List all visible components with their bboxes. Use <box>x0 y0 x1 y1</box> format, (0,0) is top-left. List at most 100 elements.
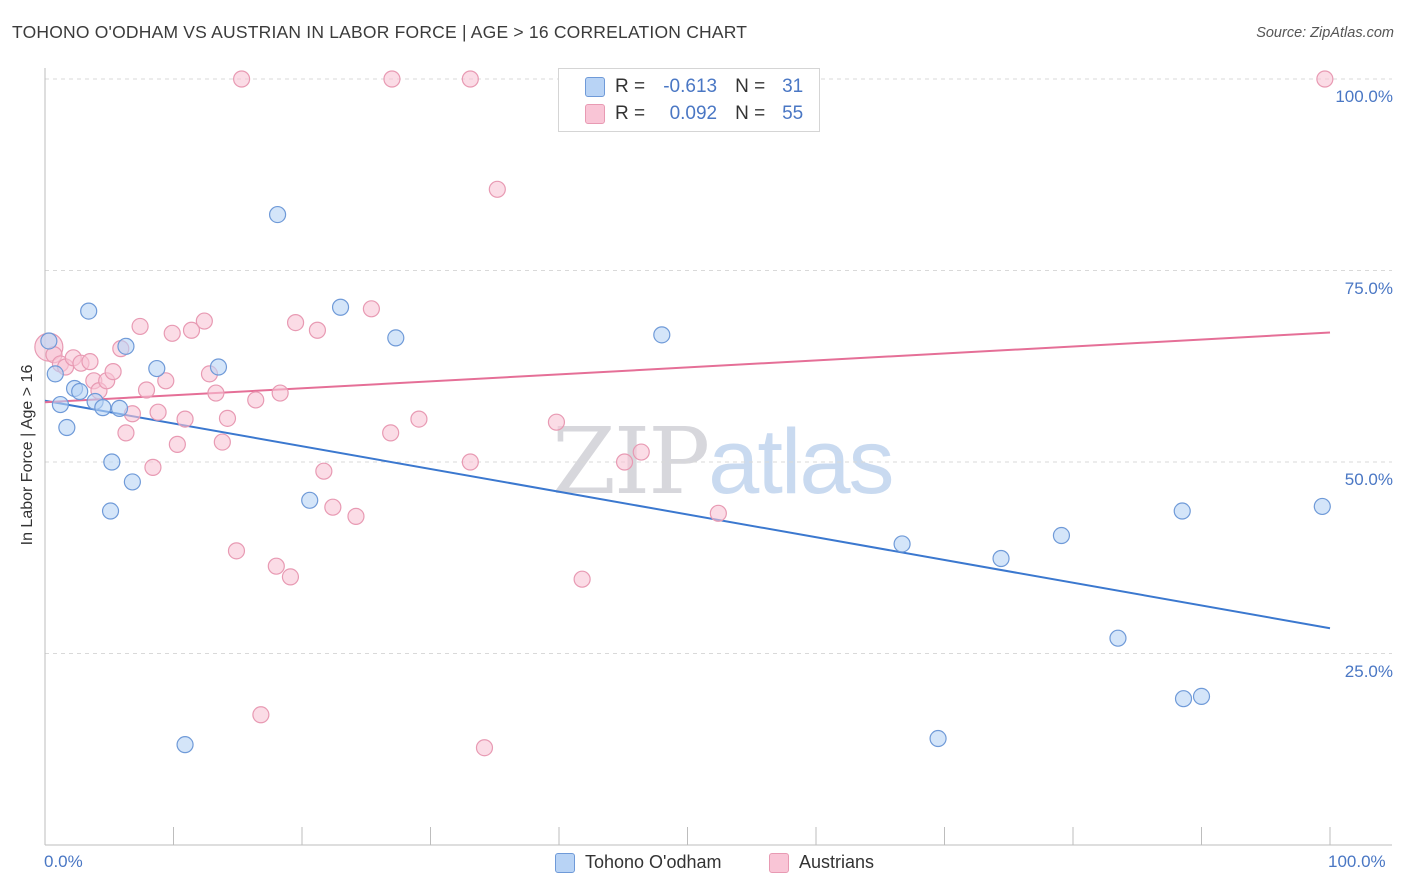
point-austrians <box>324 498 342 516</box>
source-credit: Source: ZipAtlas.com <box>1256 25 1394 41</box>
point-tohono <box>176 736 194 754</box>
point-austrians <box>271 384 289 402</box>
point-austrians <box>461 70 479 88</box>
point-tohono <box>71 382 89 401</box>
point-tohono <box>1313 497 1331 516</box>
point-austrians <box>227 542 246 560</box>
point-austrians <box>213 433 231 451</box>
point-austrians <box>117 424 135 442</box>
point-tohono <box>101 502 120 520</box>
legend-n-value: 31 <box>782 76 804 97</box>
legend-row-tohono: R = -0.613 N = 31 <box>585 75 803 99</box>
point-austrians <box>182 321 201 339</box>
point-austrians <box>168 435 186 453</box>
trend-line-tohono <box>44 399 1331 630</box>
point-austrians <box>383 70 401 88</box>
point-austrians <box>252 706 270 724</box>
point-tohono <box>209 358 228 376</box>
point-austrians <box>163 324 181 342</box>
legend-r-label: R = <box>615 76 646 97</box>
legend-r-value: -0.613 <box>663 76 718 97</box>
point-tohono <box>992 549 1010 568</box>
point-tohono <box>268 205 287 224</box>
point-austrians <box>131 317 149 336</box>
y-tick-label: 25.0% <box>1344 661 1393 681</box>
legend-label-tohono: Tohono O'odham <box>585 852 722 872</box>
point-tohono <box>1192 687 1211 705</box>
point-tohono <box>148 359 166 378</box>
point-austrians <box>488 180 506 198</box>
legend-r-label: R = <box>615 103 646 124</box>
point-austrians <box>281 568 300 586</box>
point-austrians <box>709 504 727 522</box>
legend-r-value: 0.092 <box>669 103 718 124</box>
point-austrians <box>137 381 156 399</box>
x-tick-label-max: 100.0% <box>1328 852 1386 871</box>
point-tohono <box>58 418 76 437</box>
point-tohono <box>110 399 129 417</box>
point-austrians <box>149 403 167 421</box>
legend-row-austrians: R = 0.092 N = 55 <box>585 102 803 126</box>
legend-n-label: N = <box>735 76 766 97</box>
point-austrians <box>461 453 479 471</box>
legend-item-austrians[interactable]: Austrians <box>769 852 874 873</box>
point-austrians <box>247 391 265 409</box>
point-tohono <box>331 298 350 316</box>
point-austrians <box>286 313 305 332</box>
point-austrians <box>157 372 175 390</box>
point-tohono <box>117 337 135 355</box>
point-tohono <box>123 473 141 491</box>
point-austrians <box>308 321 327 339</box>
point-austrians <box>104 363 122 381</box>
point-tohono <box>46 365 64 383</box>
point-austrians <box>573 570 591 588</box>
legend-label-austrians: Austrians <box>799 852 875 872</box>
y-tick-label: 75.0% <box>1344 278 1393 298</box>
point-austrians <box>207 384 225 402</box>
x-tick-label-min: 0.0% <box>44 852 83 871</box>
point-austrians <box>615 453 634 471</box>
point-tohono <box>51 395 70 414</box>
y-tick-label: 50.0% <box>1344 470 1393 489</box>
point-austrians <box>218 409 237 427</box>
point-tohono <box>301 491 319 509</box>
legend-n-value: 55 <box>782 103 804 124</box>
trend-line-austrians <box>44 331 1331 404</box>
point-tohono <box>1174 690 1193 708</box>
point-tohono <box>1052 526 1071 545</box>
point-austrians <box>347 507 365 525</box>
point-austrians <box>315 462 333 480</box>
point-tohono <box>893 535 911 553</box>
point-tohono <box>1109 629 1127 647</box>
y-tick-label: 100.0% <box>1335 87 1393 106</box>
point-austrians <box>233 70 251 88</box>
point-austrians <box>382 424 400 442</box>
correlation-legend: R = -0.613 N = 31 R = 0.092 N = 55 <box>558 68 820 132</box>
legend-item-tohono[interactable]: Tohono O'odham <box>555 852 722 873</box>
point-tohono <box>387 329 405 347</box>
point-austrians <box>195 312 213 330</box>
point-austrians <box>632 443 650 461</box>
point-tohono <box>1173 502 1191 520</box>
legend-n-label: N = <box>735 103 766 124</box>
point-tohono <box>94 399 112 417</box>
point-austrians <box>176 410 194 428</box>
point-austrians <box>475 739 494 757</box>
point-austrians <box>1316 70 1334 88</box>
point-tohono <box>40 332 58 350</box>
legend-swatch-blue <box>555 852 575 873</box>
point-tohono <box>929 729 947 748</box>
point-austrians <box>362 300 380 318</box>
point-tohono <box>103 453 121 471</box>
point-austrians <box>81 353 99 371</box>
point-austrians <box>267 557 285 575</box>
point-tohono <box>653 326 671 344</box>
point-austrians <box>547 413 566 431</box>
legend-swatch-pink <box>769 852 789 873</box>
legend-swatch-blue <box>585 77 605 97</box>
point-tohono <box>80 302 98 320</box>
point-austrians <box>410 410 428 428</box>
legend-swatch-pink <box>585 104 605 124</box>
chart-title: TOHONO O'ODHAM VS AUSTRIAN IN LABOR FORC… <box>12 22 748 42</box>
